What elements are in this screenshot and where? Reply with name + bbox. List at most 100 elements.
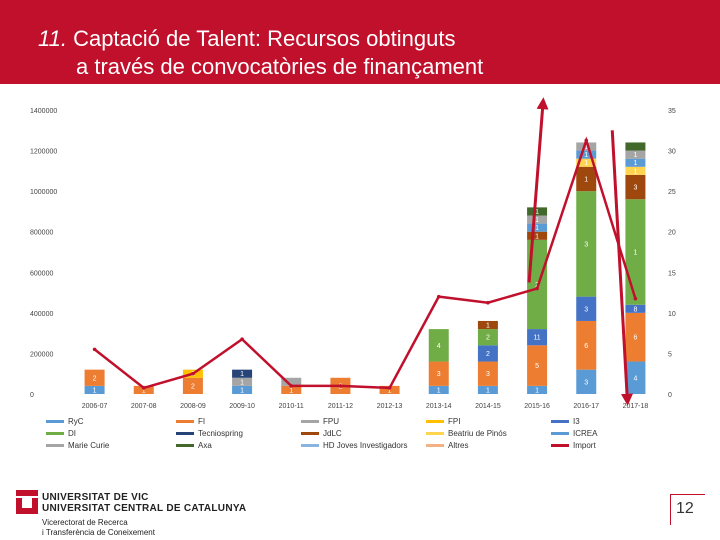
legend-entry: I3 [551, 416, 580, 427]
bar-data-label: 1 [142, 387, 146, 394]
title-line-2: a través de convocatòries de finançament [76, 54, 484, 79]
arrow-down-right [610, 130, 634, 406]
legend-label: Marie Curie [68, 441, 110, 450]
bar-data-label: 4 [633, 375, 637, 382]
left-tick-label: 1400000 [30, 108, 57, 115]
bar-data-label: 11 [533, 335, 540, 342]
bar-segment [428, 385, 449, 394]
right-tick-label: 35 [668, 108, 676, 115]
bar-segment [84, 369, 105, 386]
title-line-1: 11. Captació de Talent: Recursos obtingu… [38, 26, 455, 52]
legend-label: FPI [448, 417, 461, 426]
left-tick-label: 400000 [30, 311, 53, 318]
bar-segment [232, 369, 253, 378]
import-line-layer [92, 136, 638, 390]
bar-data-label: 1 [584, 160, 588, 167]
x-tick-label: 2011-12 [328, 403, 353, 410]
legend-entry: Altres [426, 440, 468, 451]
left-tick-label: 1000000 [30, 189, 57, 196]
bar-segment [625, 304, 646, 313]
bar-segment [625, 361, 646, 394]
import-point [633, 296, 638, 301]
import-line [93, 136, 637, 390]
x-tick-label: 2007-08 [131, 403, 157, 410]
bar-data-label: 3 [584, 379, 588, 386]
bar-segment [625, 142, 646, 151]
bar-segment [477, 345, 498, 362]
bar-segment [232, 385, 253, 394]
right-tick-label: 30 [668, 149, 676, 156]
x-tick-label: 2016-17 [573, 403, 599, 410]
left-tick-label: 0 [30, 392, 34, 399]
bar-segment [576, 296, 597, 321]
legend: RyC FI FPU FPI I3 DI Tecniospring JdLC Beatriu d… [46, 416, 686, 456]
legend-swatch [46, 444, 64, 448]
bar-data-label: 1 [633, 250, 637, 257]
bar-segment [182, 377, 203, 394]
legend-entry: DI [46, 428, 76, 439]
left-tick-label: 1200000 [30, 149, 57, 156]
bar-segment [281, 385, 302, 394]
legend-label: Axa [198, 441, 212, 450]
bar-data-label: 3 [633, 185, 637, 192]
bar-data-label: 1 [535, 387, 539, 394]
bar-line-chart: 0 200000 400000 600000 800000 1000000 1200000 1… [30, 97, 676, 410]
left-tick-label: 800000 [30, 230, 53, 237]
bar-data-label: 1 [633, 160, 637, 167]
bar-segment [428, 361, 449, 386]
bar-data-label: 3 [584, 241, 588, 248]
arrows [527, 97, 634, 406]
bar-data-label: 1 [633, 168, 637, 175]
bar-segment [625, 158, 646, 167]
bar-data-label: 1 [584, 152, 588, 159]
legend-entry: RyC [46, 416, 84, 427]
import-point [289, 384, 294, 388]
legend-label: Beatriu de Pinós [448, 429, 507, 438]
bar-data-label: 6 [633, 335, 637, 342]
bar-data-label: 4 [437, 343, 441, 350]
legend-entry: FI [176, 416, 205, 427]
import-point [92, 347, 97, 352]
import-point [387, 386, 392, 390]
bar-data-label: 2 [486, 335, 490, 342]
x-axis-categories: 2006-07 2007-08 2008-09 2009-10 2010-11 2011-… [82, 403, 649, 410]
bar-segment [133, 385, 154, 394]
legend-label: FPU [323, 417, 339, 426]
university-name-1: UNIVERSITAT DE VIC [42, 492, 149, 503]
legend-swatch [301, 444, 319, 448]
bar-data-label: 1 [486, 387, 490, 394]
legend-label: Import [573, 441, 596, 450]
x-tick-label: 2014-15 [475, 403, 501, 410]
bar-data-label: 3 [486, 371, 490, 378]
page-number-frame [670, 494, 705, 525]
bar-data-label: 8 [633, 306, 637, 313]
left-tick-label: 600000 [30, 270, 53, 277]
bar-segment [477, 329, 498, 346]
legend-entry: Axa [176, 440, 212, 451]
import-point [535, 286, 539, 291]
bar-data-label: 1 [633, 152, 637, 159]
bar-data-label: 3 [437, 371, 441, 378]
bar-segment [625, 150, 646, 159]
legend-label: DI [68, 429, 76, 438]
import-point [240, 337, 244, 342]
bar-segment [576, 369, 597, 394]
bar-data-label: 1 [584, 176, 588, 183]
legend-swatch [301, 432, 319, 436]
bar-data-label: 1 [240, 371, 244, 378]
legend-swatch [551, 432, 569, 436]
bar-segment [477, 385, 498, 394]
title-banner: 11. Captació de Talent: Recursos obtingu… [0, 0, 720, 84]
bar-data-label: 1 [289, 387, 293, 394]
bar-segment [527, 207, 548, 216]
x-tick-label: 2009-10 [229, 403, 255, 410]
bar-segment [527, 215, 548, 224]
bar-segment [477, 361, 498, 386]
title-number: 11. [38, 26, 67, 51]
bar-data-label: 1 [240, 379, 244, 386]
left-axis: 0 200000 400000 600000 800000 1000000 1200000 1… [30, 108, 57, 399]
legend-swatch [46, 420, 64, 424]
bar-data-label: 1 [535, 209, 539, 216]
bar-segment [527, 231, 548, 240]
legend-swatch [301, 420, 319, 424]
